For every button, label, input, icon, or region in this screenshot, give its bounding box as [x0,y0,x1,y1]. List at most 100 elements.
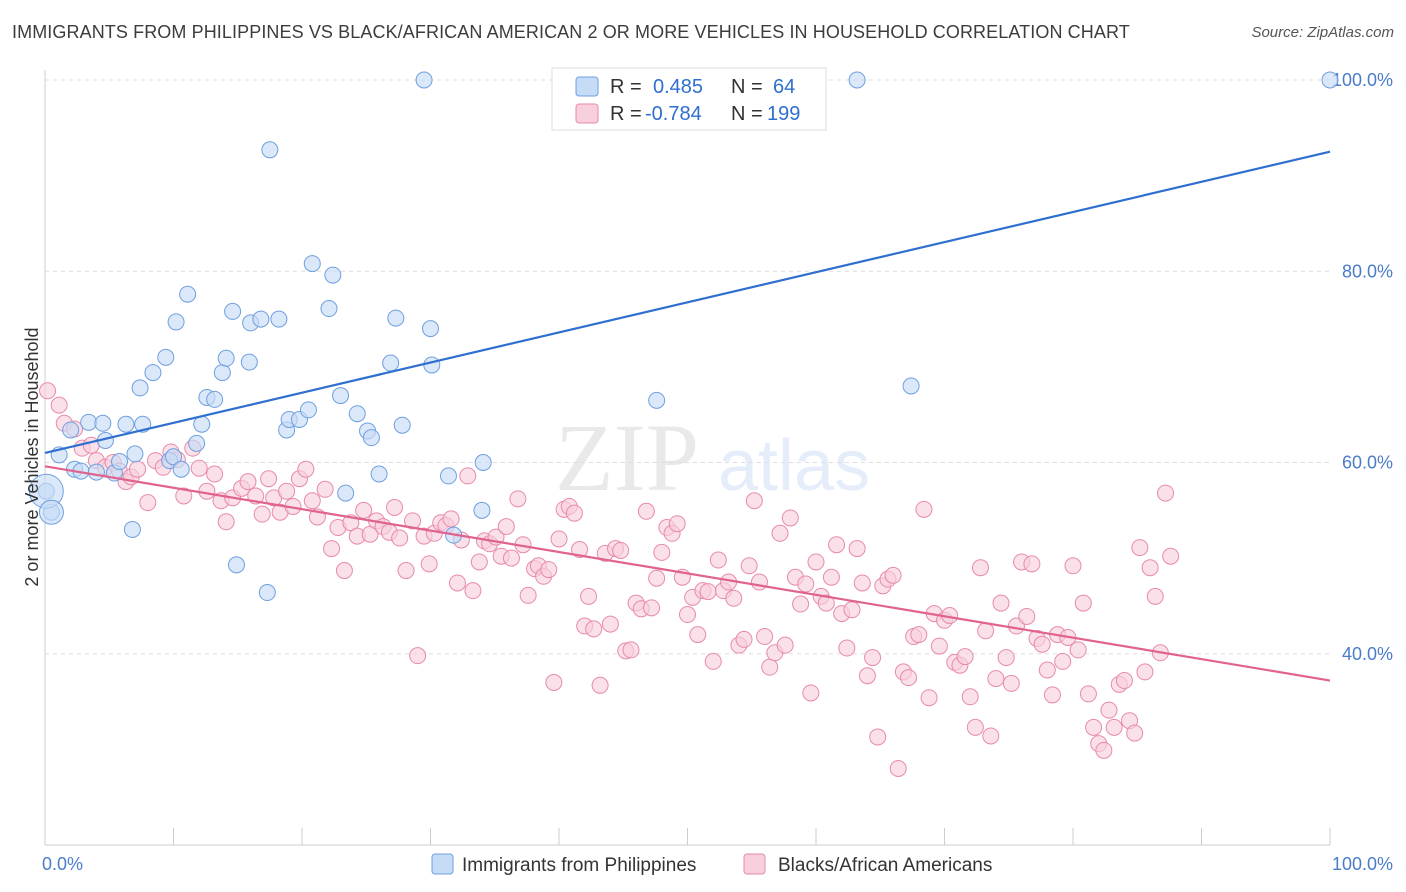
point-blacks [1079,685,1097,703]
point-blacks [335,562,353,580]
point-blacks [643,599,661,617]
point-blacks [1131,539,1149,557]
point-blacks [853,574,871,592]
point-blacks [519,586,537,604]
legend-n-value: 199 [767,103,800,125]
point-philippines [337,484,355,502]
point-blacks [278,482,296,500]
point-philippines [80,413,98,431]
y-tick-label: 80.0% [1342,261,1393,281]
series-blacks-points [39,382,1180,777]
point-philippines [902,377,920,395]
point-blacks [1162,547,1180,565]
point-philippines [111,453,129,471]
point-blacks [612,541,630,559]
bottom-legend-swatch-blue [431,853,454,875]
point-philippines [258,584,276,602]
point-blacks [323,540,341,558]
point-blacks [781,509,799,527]
point-philippines [227,556,245,574]
point-philippines [648,391,666,409]
point-philippines [439,467,457,485]
point-philippines [38,499,64,525]
point-blacks [571,541,589,559]
point-blacks [750,573,768,591]
point-philippines [252,310,270,328]
point-blacks [961,688,979,706]
point-blacks [982,727,1000,745]
point-blacks [1033,635,1051,653]
point-blacks [900,669,918,687]
point-blacks [129,460,147,478]
legend-r-value: -0.784 [645,103,702,125]
point-philippines [126,445,144,463]
point-philippines [94,414,112,432]
point-blacks [1085,718,1103,736]
point-blacks [858,667,876,685]
point-philippines [117,415,135,433]
bottom-legend-swatch-pink [743,853,766,875]
point-blacks [956,648,974,666]
point-blacks [792,595,810,613]
point-blacks [725,589,743,607]
point-blacks [565,504,583,522]
point-philippines [261,141,279,159]
point-blacks [198,482,216,500]
point-philippines [172,460,190,478]
point-blacks [1146,587,1164,605]
point-blacks [217,513,235,531]
series-philippines-points [28,71,1339,602]
point-blacks [175,487,193,505]
point-blacks [668,515,686,533]
point-blacks [987,670,1005,688]
point-blacks [648,569,666,587]
point-blacks [253,505,271,523]
point-blacks [1105,718,1123,736]
point-blacks [404,512,422,530]
point-blacks [239,473,257,491]
point-blacks [915,500,933,518]
point-philippines [320,300,338,318]
point-blacks [1157,484,1175,502]
point-blacks [409,647,427,665]
point-blacks [420,555,438,573]
point-blacks [585,620,603,638]
point-blacks [843,601,861,619]
point-blacks [190,459,208,477]
point-blacks [391,529,409,547]
point-philippines [370,465,388,483]
point-philippines [188,434,206,452]
point-blacks [735,630,753,648]
point-blacks [761,658,779,676]
point-philippines [473,501,491,519]
point-blacks [910,626,928,644]
point-philippines [144,364,162,382]
point-blacks [355,501,373,519]
bottom-legend-label-philippines: Immigrants from Philippines [462,855,696,876]
point-philippines [1321,71,1339,89]
point-philippines [213,364,231,382]
point-blacks [977,622,995,640]
point-blacks [679,606,696,624]
point-philippines [474,454,492,471]
point-blacks [689,626,707,644]
point-philippines [87,463,105,481]
point-blacks [497,518,515,536]
trend-line-philippines [44,150,1331,455]
point-philippines [217,349,235,367]
point-blacks [828,536,846,554]
trend-lines [44,150,1331,682]
point-philippines [270,310,288,328]
point-philippines [332,387,350,405]
point-blacks [448,574,466,592]
point-blacks [580,587,598,605]
point-philippines [422,320,439,338]
point-philippines [848,71,866,89]
legend-r-label: R = [610,103,642,125]
point-philippines [193,415,211,433]
point-blacks [540,561,558,579]
watermark-atlas: atlas [718,426,870,506]
point-blacks [1064,557,1082,575]
point-blacks [756,628,774,646]
